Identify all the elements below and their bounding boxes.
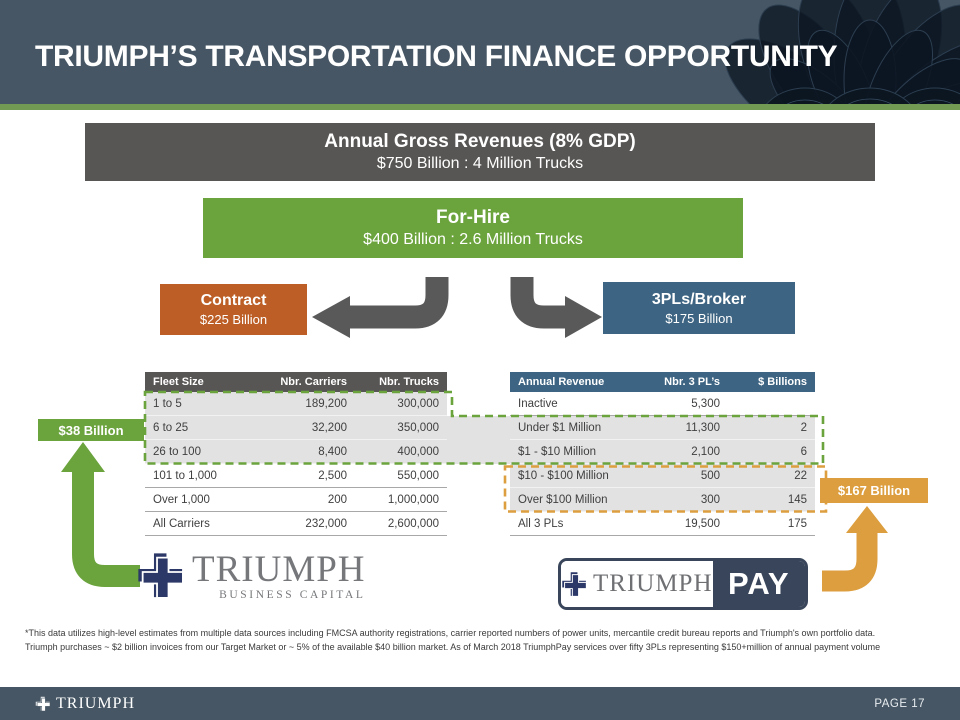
table-cell: 32,200 [311,421,347,434]
arrow-to-contract [312,277,449,338]
for-hire-title: For-Hire [436,207,510,228]
table-cell: 550,000 [397,469,439,482]
table-cell: 2,600,000 [387,517,439,530]
table-cell: 400,000 [397,445,439,458]
header-bar: TRIUMPH’S TRANSPORTATION FINANCE OPPORTU… [0,0,960,110]
table-cell: 11,300 [685,421,720,434]
table-cell: $10 - $100 Million [518,469,609,482]
guilloche-decoration [724,0,960,104]
table-row: 6 to 25 32,200 350,000 [145,416,447,440]
column-header: Nbr. Carriers [280,376,347,388]
arrow-to-brokers [510,277,602,338]
table-cell: 350,000 [397,421,439,434]
triumph-pay-cross-icon [562,571,587,597]
footnote-1: *This data utilizes high-level estimates… [25,628,876,638]
table-cell: 1 to 5 [153,397,182,410]
business-capital-wordmark: TRIUMPH BUSINESS CAPITAL [192,551,366,601]
for-hire-subtitle: $400 Billion : 2.6 Million Trucks [363,231,583,248]
right-billion-label: $167 Billion [820,478,928,503]
table-cell: All 3 PLs [518,517,564,530]
bc-name: TRIUMPH [192,549,366,590]
table-cell: 232,000 [305,517,347,530]
table-cell: All Carriers [153,517,210,530]
table-cell: 8,400 [318,445,347,458]
footnotes: *This data utilizes high-level estimates… [25,627,937,654]
table-cell: 300,000 [397,397,439,410]
table-cell: 145 [787,493,807,506]
triumph-business-capital-logo: TRIUMPH BUSINESS CAPITAL [136,551,366,601]
table-cell: 200 [327,493,347,506]
column-header: $ Billions [758,376,807,388]
table-cell: 300 [700,493,720,506]
table-cell: 6 to 25 [153,421,189,434]
footnote-2: Triumph purchases ~ $2 billion invoices … [25,641,881,652]
column-header: Nbr. 3 PL’s [664,376,720,388]
table-cell: 22 [794,469,807,482]
table-cell: 2 [800,421,807,434]
table-cell: 6 [800,445,807,458]
left-billion-label: $38 Billion [38,419,144,441]
footer-cross-icon [35,696,51,711]
annual-gross-revenues-box: Annual Gross Revenues (8% GDP) $750 Bill… [85,123,875,181]
table-row: $1 - $10 Million 2,100 6 [510,440,815,464]
brokers-subtitle: $175 Billion [665,310,733,326]
table-cell: 26 to 100 [153,445,201,458]
green-up-arrow [61,442,140,587]
contract-subtitle: $225 Billion [199,312,268,327]
table-header-row: Annual Revenue Nbr. 3 PL’s $ Billions [510,372,815,392]
table-cell: 500 [700,469,720,482]
page-number: PAGE 17 [874,697,925,710]
table-row: All Carriers 232,000 2,600,000 [145,512,447,536]
table-row: Inactive 5,300 [510,392,815,416]
contract-title: Contract [200,292,267,309]
slide-title: TRIUMPH’S TRANSPORTATION FINANCE OPPORTU… [35,40,838,73]
footer-bar: TRIUMPH PAGE 17 [0,687,960,720]
contract-box: Contract $225 Billion [160,284,307,335]
table-cell: 2,500 [318,469,347,482]
table-cell: 189,200 [305,397,347,410]
fleet-size-table: Fleet Size Nbr. Carriers Nbr. Trucks 1 to 5… [145,372,447,536]
pay-badge: PAY [712,561,805,607]
pay-logo-left: TRIUMPH [561,561,713,607]
triumph-cross-icon [138,553,184,599]
table-row: All 3 PLs 19,500 175 [510,512,815,536]
table-cell: 175 [787,517,807,530]
table-cell: 2,100 [691,445,720,458]
table-cell: Over 1,000 [153,493,210,506]
table-row: 101 to 1,000 2,500 550,000 [145,464,447,488]
pay-wordmark: TRIUMPH [593,570,713,597]
table-cell: Over $100 Million [518,493,608,506]
annual-revenue-table: Annual Revenue Nbr. 3 PL’s $ Billions Inact… [510,372,815,536]
brokers-box: 3PLs/Broker $175 Billion [603,282,795,334]
table-cell: 19,500 [684,517,720,530]
for-hire-box: For-Hire $400 Billion : 2.6 Million Truc… [203,198,743,258]
triumph-pay-logo: TRIUMPH PAY [558,558,808,610]
table-row: 1 to 5 189,200 300,000 [145,392,447,416]
table-row: Under $1 Million 11,300 2 [510,416,815,440]
annual-box-subtitle: $750 Billion : 4 Million Trucks [376,155,584,172]
column-header: Nbr. Trucks [379,376,439,388]
table-cell: 5,300 [691,397,720,410]
footer-brand: TRIUMPH [56,694,136,712]
table-cell: $1 - $10 Million [518,445,596,458]
table-row: Over 1,000 200 1,000,000 [145,488,447,512]
orange-up-arrow [822,506,888,592]
table-row: $10 - $100 Million 500 22 [510,464,815,488]
table-cell: 1,000,000 [387,493,439,506]
annual-box-title: Annual Gross Revenues (8% GDP) [324,131,636,152]
table-cell: Inactive [518,397,558,410]
column-header: Fleet Size [153,376,204,388]
table-cell: 101 to 1,000 [153,469,217,482]
table-cell: Under $1 Million [518,421,602,434]
brokers-title: 3PLs/Broker [651,290,747,308]
column-header: Annual Revenue [518,376,605,388]
table-row: Over $100 Million 300 145 [510,488,815,512]
table-header-row: Fleet Size Nbr. Carriers Nbr. Trucks [145,372,447,392]
target-market-connector-band [447,416,512,464]
footer-logo: TRIUMPH [35,695,135,713]
bc-subname: BUSINESS CAPITAL [219,589,366,601]
table-row: 26 to 100 8,400 400,000 [145,440,447,464]
